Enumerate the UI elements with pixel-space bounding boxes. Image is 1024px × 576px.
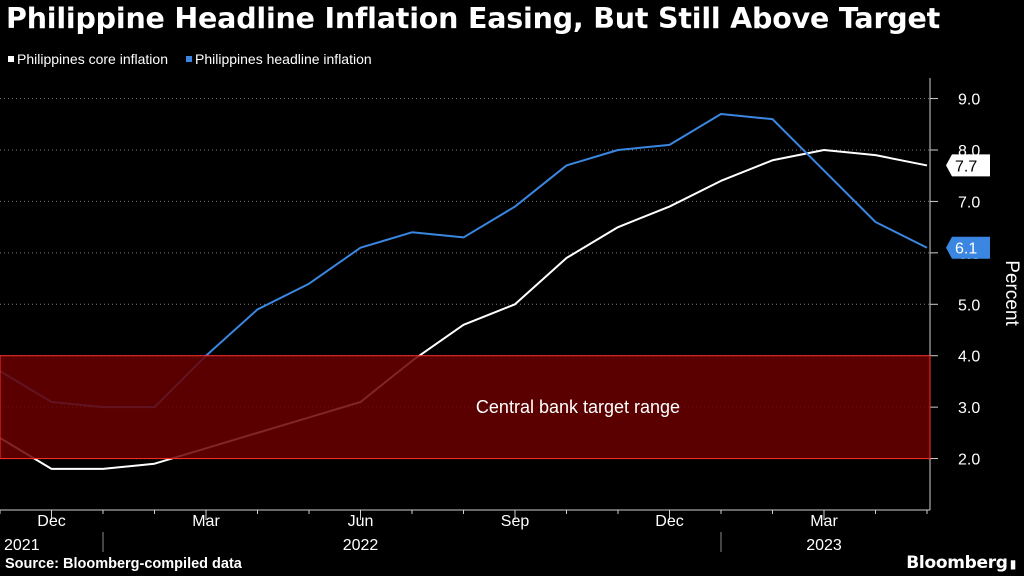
- y-axis-label: Percent: [1001, 260, 1022, 326]
- x-tick-label-0: Dec: [37, 513, 65, 530]
- year-label-2023: 2023: [806, 537, 842, 554]
- y-tick-label-3: 5.0: [958, 297, 980, 314]
- source-note: Source: Bloomberg-compiled data: [5, 556, 242, 572]
- chart-title: Philippine Headline Inflation Easing, Bu…: [6, 2, 941, 35]
- target-range-band: [0, 355, 931, 460]
- end-value-tag-headline: 6.1: [946, 236, 990, 259]
- y-tick-label-7: 9.0: [958, 92, 980, 109]
- y-tick-label-5: 7.0: [958, 194, 980, 211]
- series-line-core: [0, 149, 928, 470]
- x-tick-label-2: Jun: [348, 513, 374, 530]
- legend-item-core: Philippines core inflation: [8, 51, 168, 67]
- legend-label-core: Philippines core inflation: [17, 51, 168, 67]
- legend-item-headline: Philippines headline inflation: [185, 51, 372, 67]
- bloomberg-logo: Bloomberg ▮: [906, 553, 1016, 573]
- brand-name: Bloomberg: [906, 553, 1008, 573]
- brand-mark-icon: ▮: [1009, 557, 1017, 571]
- end-value-bg-0: [946, 154, 990, 177]
- legend-label-headline: Philippines headline inflation: [194, 51, 372, 67]
- y-tick-label-2: 4.0: [958, 349, 980, 366]
- end-value-label-0: 7.7: [955, 158, 977, 175]
- legend: Philippines core inflation Philippines h…: [8, 51, 372, 67]
- x-tick-label-4: Dec: [655, 513, 683, 530]
- end-value-bg-1: [946, 236, 990, 259]
- target-range-label: Central bank target range: [476, 397, 680, 417]
- x-tick-label-3: Sep: [501, 513, 530, 530]
- x-tick-label-5: Mar: [810, 513, 838, 530]
- legend-swatch-headline: [185, 56, 192, 62]
- end-value-label-1: 6.1: [955, 241, 977, 258]
- legend-swatch-core: [8, 56, 14, 62]
- y-tick-label-0: 2.0: [958, 452, 980, 469]
- end-value-tag-core: 7.7: [946, 154, 990, 177]
- x-tick-label-1: Mar: [192, 513, 220, 530]
- y-tick-label-1: 3.0: [958, 400, 980, 417]
- year-label-2022: 2022: [343, 537, 379, 554]
- year-label-2021: 2021: [4, 537, 40, 554]
